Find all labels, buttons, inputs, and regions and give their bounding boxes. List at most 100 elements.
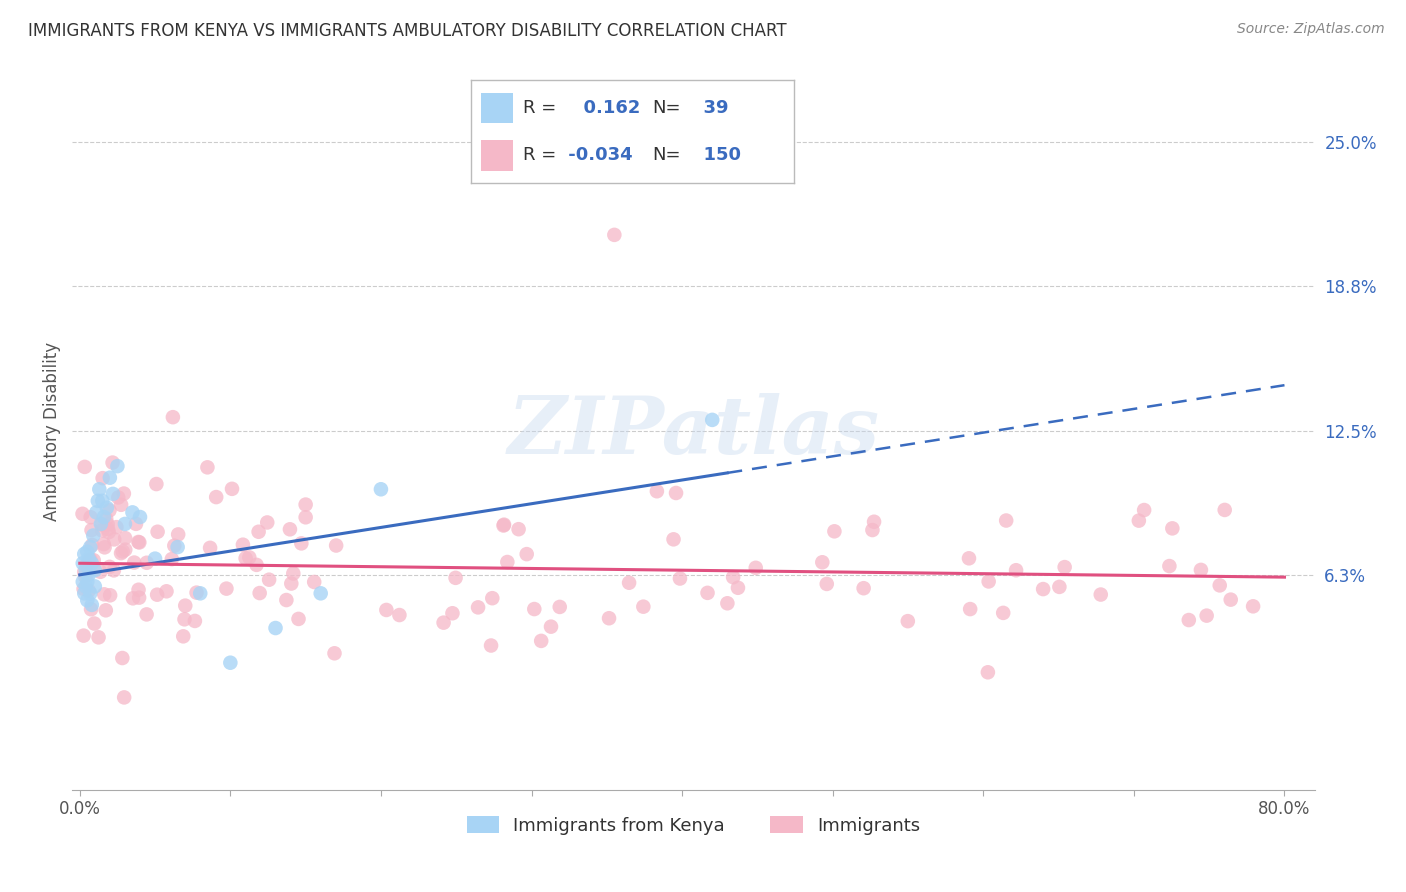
Text: Source: ZipAtlas.com: Source: ZipAtlas.com [1237,22,1385,37]
Point [188,586,211,600]
Point [79,540,101,554]
Text: -0.034: -0.034 [561,146,633,164]
Text: R =: R = [523,146,555,164]
Point [145,477,167,491]
Point [91,471,114,485]
Point [90,517,112,532]
Point [98,559,121,574]
Point [96,500,118,515]
Point [163,539,186,553]
Point [80,523,103,537]
Point [375,603,398,617]
Point [83,616,105,631]
Point [278,522,301,536]
Point [76,558,98,572]
Point [444,571,467,585]
Point [174,599,197,613]
Point [80,556,103,570]
Point [1209,578,1232,592]
Point [205,490,228,504]
Point [1241,599,1264,614]
Point [111,544,134,558]
Point [103,563,125,577]
Y-axis label: Ambulatory Disability: Ambulatory Disability [44,342,60,521]
Point [957,551,980,566]
Point [114,516,136,531]
Point [1133,503,1156,517]
Point [76,574,98,589]
Point [238,550,260,565]
Point [98,471,121,485]
Point [993,606,1015,620]
Point [702,413,724,427]
Point [114,542,136,557]
Point [283,566,305,581]
Point [79,552,101,566]
Point [72,629,94,643]
Point [112,690,135,705]
Point [1159,559,1181,574]
Point [232,538,254,552]
Point [523,602,546,616]
Point [492,518,515,533]
Point [323,646,346,660]
Point [1195,608,1218,623]
Point [121,505,143,519]
Point [86,505,108,519]
Point [87,493,110,508]
Point [294,498,316,512]
Point [1047,580,1070,594]
Point [82,528,104,542]
Point [1053,560,1076,574]
Point [172,629,194,643]
Point [167,527,190,541]
Point [235,551,257,566]
Point [1161,521,1184,535]
Point [79,510,101,524]
Text: 0.162: 0.162 [571,99,641,117]
Point [479,639,502,653]
Point [146,524,169,539]
Point [79,586,101,600]
Point [264,621,287,635]
Point [93,541,115,555]
Point [82,538,104,552]
Point [83,579,105,593]
Point [388,608,411,623]
Point [83,553,105,567]
Point [977,574,1000,589]
Point [370,483,392,497]
Point [662,533,685,547]
Point [280,576,302,591]
Point [105,520,128,534]
Point [645,484,668,499]
Point [72,574,94,589]
Point [496,555,519,569]
Point [91,493,114,508]
Point [72,582,94,596]
Point [721,570,744,584]
Point [221,482,243,496]
Legend: Immigrants from Kenya, Immigrants: Immigrants from Kenya, Immigrants [467,816,921,835]
Text: R =: R = [523,99,555,117]
Point [72,507,94,521]
Point [76,545,98,559]
Point [977,665,1000,680]
Point [114,531,136,545]
Point [716,596,738,610]
Point [325,539,347,553]
Point [73,586,96,600]
Point [481,591,503,606]
Point [128,591,150,605]
Point [249,586,271,600]
Point [125,516,148,531]
Point [110,498,132,512]
Point [863,515,886,529]
Point [80,602,103,616]
Point [530,633,553,648]
Point [97,517,120,532]
Point [1005,563,1028,577]
Point [146,588,169,602]
Point [162,410,184,425]
Point [598,611,620,625]
